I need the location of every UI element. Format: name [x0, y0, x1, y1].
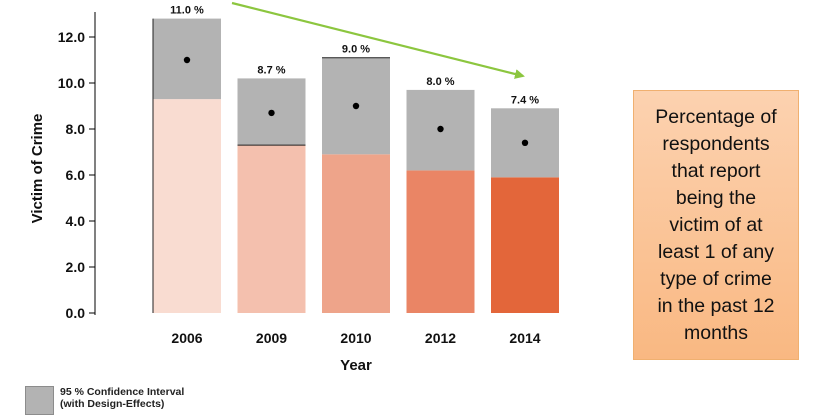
data-label: 8.7 %	[257, 64, 285, 76]
legend-label: 95 % Confidence Interval (with Design-Ef…	[60, 386, 184, 410]
x-tick-label: 2014	[509, 330, 540, 346]
note-line: respondents	[662, 132, 770, 155]
legend-line-1: 95 % Confidence Interval	[60, 386, 185, 398]
note-line: victim of at	[669, 213, 763, 236]
point-estimate	[521, 139, 529, 146]
y-tick-label: 2.0	[66, 259, 86, 275]
data-label: 7.4 %	[511, 94, 539, 106]
y-axis-label: Victim of Crime	[29, 114, 46, 224]
y-tick-label: 8.0	[66, 121, 86, 137]
bar	[237, 145, 306, 313]
x-tick-label: 2012	[425, 330, 456, 346]
note-line: that report	[671, 159, 761, 182]
data-label: 11.0 %	[170, 5, 204, 17]
x-axis-label: Year	[340, 357, 372, 374]
bar	[491, 177, 559, 313]
legend-swatch-confidence-interval	[25, 386, 54, 415]
x-tick-label: 2009	[256, 330, 287, 346]
bar	[322, 154, 390, 313]
x-tick-label: 2010	[340, 330, 371, 346]
x-tick-label: 2006	[171, 330, 202, 346]
y-tick-label: 10.0	[58, 75, 85, 91]
data-label: 8.0 %	[426, 76, 454, 88]
legend-line-2: (with Design-Effects)	[60, 398, 165, 410]
bar	[153, 99, 221, 313]
trend-arrow	[231, 1, 525, 79]
note-line: Percentage of	[655, 105, 777, 128]
y-tick-label: 6.0	[66, 167, 86, 183]
note-box: Percentage of respondents that report be…	[633, 90, 799, 360]
point-estimate	[352, 102, 360, 110]
data-label: 9.0 %	[342, 44, 370, 56]
bar	[406, 170, 475, 313]
y-tick-label: 4.0	[66, 213, 86, 229]
point-estimate	[183, 56, 191, 64]
point-estimate	[268, 109, 275, 117]
note-line: being the	[675, 186, 757, 209]
legend: 95 % Confidence Interval (with Design-Ef…	[25, 386, 184, 415]
y-tick-label: 12.0	[58, 29, 85, 45]
note-line: type of crime	[660, 267, 772, 290]
note-line: least 1 of any	[657, 240, 774, 263]
note-line: months	[684, 321, 748, 344]
note-line: in the past 12	[657, 294, 775, 317]
point-estimate	[437, 125, 444, 133]
y-tick-label: 0.0	[66, 305, 86, 321]
